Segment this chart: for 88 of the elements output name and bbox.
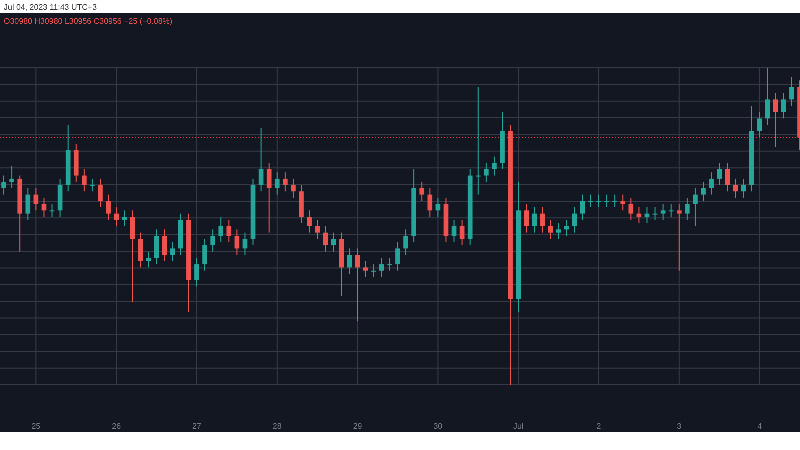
- candlestick: [82, 168, 87, 192]
- candlestick: [202, 238, 208, 272]
- candlestick: [194, 258, 200, 288]
- candlestick: [291, 178, 296, 198]
- candlestick: [283, 172, 288, 192]
- x-tick-label: Jul: [513, 422, 524, 431]
- candlestick: [660, 204, 666, 221]
- candlestick: [323, 226, 328, 252]
- candlestick: [234, 229, 240, 256]
- candlestick: [90, 178, 95, 192]
- candlestick: [709, 172, 714, 196]
- candlestick: [588, 194, 594, 208]
- candlestick: [379, 258, 384, 278]
- candlestick: [701, 182, 706, 202]
- candlestick: [476, 86, 481, 196]
- candlestick: [452, 220, 457, 243]
- candlestick: [717, 162, 722, 186]
- candlestick: [162, 229, 168, 262]
- candlestick: [371, 264, 376, 278]
- candlestick: [596, 194, 602, 208]
- candlestick: [106, 194, 111, 221]
- candlestick: [572, 206, 578, 234]
- candlestick: [725, 162, 730, 192]
- candlestick: [274, 172, 280, 196]
- x-tick-label: 30: [434, 422, 444, 431]
- candlestick: [26, 188, 31, 221]
- candlestick: [355, 248, 360, 322]
- candlestick: [50, 204, 55, 218]
- x-tick-label: 4: [758, 422, 763, 431]
- candlestick: [98, 178, 103, 208]
- candlestick: [266, 162, 272, 234]
- candlestick: [242, 232, 248, 256]
- candlestick: [757, 112, 762, 138]
- candlestick: [315, 220, 320, 240]
- x-tick-label: 29: [353, 422, 363, 431]
- candlestick: [331, 232, 336, 252]
- candlestick: [34, 188, 39, 212]
- candlestick: [556, 222, 562, 240]
- candlestick: [524, 204, 530, 234]
- candlestick: [540, 206, 546, 234]
- candlestick: [628, 197, 634, 221]
- candlestick: [404, 229, 408, 256]
- candlestick: [146, 251, 152, 268]
- candlestick: [388, 258, 392, 272]
- x-tick-label: 28: [272, 422, 282, 431]
- candlestick: [154, 229, 160, 266]
- candlestick: [693, 188, 698, 227]
- x-tick-label: 25: [32, 422, 42, 431]
- x-tick-label: 26: [112, 422, 122, 431]
- candlestick: [460, 220, 465, 246]
- x-tick-label: 2: [596, 422, 602, 431]
- candlestick: [307, 210, 312, 234]
- candlestick: [580, 194, 586, 221]
- candlestick: [782, 92, 786, 120]
- candlestick: [532, 206, 538, 234]
- text: Jul 04, 2023 11:43 UTC+3: [4, 3, 98, 12]
- candlestick: [363, 260, 368, 278]
- candlestick: [685, 197, 690, 221]
- candlestick: [652, 206, 658, 221]
- candlestick: [676, 204, 682, 272]
- candlestick: [130, 210, 136, 304]
- candlestick: [138, 232, 144, 268]
- candlestick: [10, 166, 14, 189]
- x-tick-label: 27: [192, 422, 202, 431]
- candlestick: [420, 182, 425, 202]
- candlestick: [396, 242, 400, 272]
- candlestick: [210, 229, 216, 252]
- candlestick: [347, 248, 352, 275]
- candlestick: [668, 204, 674, 218]
- candlestick: [226, 220, 232, 243]
- candlestick: [773, 92, 778, 148]
- candlestick: [492, 156, 497, 176]
- candlestick: [484, 162, 489, 183]
- text: O30980 H30980 L30956 C30956 −25 (−0.08%): [4, 17, 173, 26]
- x-tick-label: 3: [677, 422, 682, 431]
- candlestick: [790, 77, 794, 107]
- candlestick: [548, 220, 554, 240]
- candlestick: [114, 206, 119, 227]
- candlestick: [428, 188, 433, 218]
- candlestick: [2, 175, 6, 196]
- candlestick: [765, 68, 770, 126]
- candlestick: [122, 210, 128, 227]
- candlestick: [170, 242, 176, 262]
- candlestick: [620, 194, 626, 212]
- candlestick: [612, 194, 618, 208]
- candlestick: [258, 128, 264, 192]
- candlestick: [604, 194, 610, 208]
- candlestick: [218, 216, 224, 243]
